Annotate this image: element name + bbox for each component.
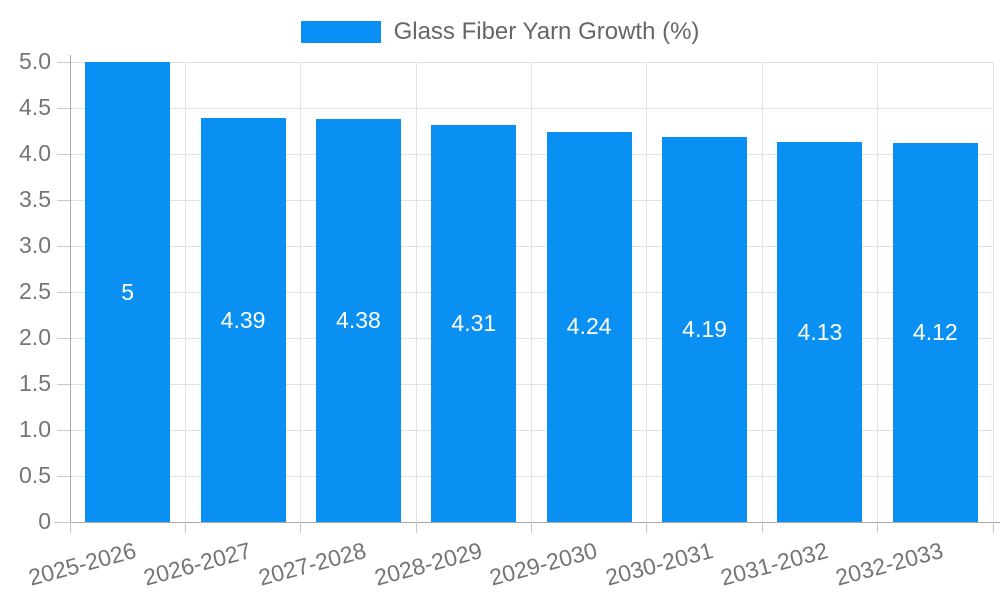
y-axis-tick bbox=[57, 429, 70, 431]
y-tick-label: 1.0 bbox=[19, 416, 51, 442]
y-axis-tick bbox=[57, 291, 70, 293]
bar[interactable]: 5 bbox=[85, 62, 171, 522]
y-tick-label: 0 bbox=[38, 508, 51, 534]
gridline-vertical bbox=[531, 62, 532, 522]
bar[interactable]: 4.19 bbox=[662, 136, 748, 522]
bar-value-label: 4.24 bbox=[566, 313, 612, 340]
bar[interactable]: 4.39 bbox=[200, 118, 286, 522]
bar-value-label: 4.31 bbox=[451, 310, 497, 337]
gridline-vertical bbox=[761, 62, 763, 522]
y-axis-tick bbox=[57, 107, 70, 109]
bar[interactable]: 4.12 bbox=[892, 142, 978, 522]
bar-value-label: 4.39 bbox=[220, 306, 266, 333]
gridline-vertical bbox=[415, 62, 417, 522]
gridline-vertical bbox=[300, 62, 302, 522]
x-axis-tick bbox=[69, 522, 71, 533]
y-axis-tick bbox=[57, 337, 70, 339]
legend: Glass Fiber Yarn Growth (%) bbox=[0, 18, 1000, 46]
x-axis-tick bbox=[531, 522, 532, 533]
bar[interactable]: 4.38 bbox=[315, 119, 401, 522]
legend-item[interactable]: Glass Fiber Yarn Growth (%) bbox=[300, 18, 700, 46]
x-axis-line bbox=[55, 521, 1000, 523]
bar[interactable]: 4.31 bbox=[431, 125, 517, 522]
y-axis-tick bbox=[57, 61, 70, 63]
legend-swatch bbox=[300, 21, 381, 43]
y-axis-tick bbox=[57, 383, 70, 385]
y-tick-label: 3.0 bbox=[19, 232, 51, 258]
y-tick-label: 3.5 bbox=[19, 186, 51, 212]
x-axis-tick bbox=[184, 522, 186, 533]
bar[interactable]: 4.13 bbox=[777, 142, 863, 522]
gridline-vertical bbox=[184, 62, 186, 522]
x-axis-tick bbox=[992, 522, 994, 533]
x-axis-tick bbox=[761, 522, 763, 533]
y-tick-label: 2.0 bbox=[19, 324, 51, 350]
x-axis-tick bbox=[877, 522, 879, 533]
y-axis-tick bbox=[57, 245, 70, 247]
x-axis-tick bbox=[646, 522, 648, 533]
x-axis-tick bbox=[415, 522, 417, 533]
y-axis-tick bbox=[57, 475, 70, 477]
y-tick-label: 4.0 bbox=[19, 140, 51, 166]
y-axis-tick bbox=[57, 153, 70, 155]
bar[interactable]: 4.24 bbox=[546, 131, 632, 522]
plot-area: 5 4.39 4.38 4.31 4.24 4.19 4.13 4.12 bbox=[70, 61, 994, 522]
legend-label: Glass Fiber Yarn Growth (%) bbox=[393, 18, 700, 45]
y-tick-label: 0.5 bbox=[19, 462, 51, 488]
bar-value-label: 4.13 bbox=[797, 318, 843, 345]
y-axis-line bbox=[69, 55, 71, 533]
bar-value-label: 4.19 bbox=[682, 315, 727, 342]
y-axis-tick bbox=[57, 199, 70, 201]
bar-value-label: 4.38 bbox=[336, 307, 381, 334]
gridline-vertical bbox=[992, 62, 994, 522]
bar-value-label: 5 bbox=[121, 278, 135, 305]
y-tick-label: 2.5 bbox=[19, 278, 51, 304]
y-tick-label: 5.0 bbox=[19, 48, 51, 74]
gridline-vertical bbox=[877, 62, 879, 522]
gridline-vertical bbox=[646, 62, 648, 522]
y-tick-label: 1.5 bbox=[19, 370, 51, 396]
y-axis-tick bbox=[57, 521, 70, 523]
y-tick-label: 4.5 bbox=[19, 94, 51, 120]
bar-value-label: 4.12 bbox=[912, 318, 958, 345]
x-axis-tick bbox=[300, 522, 302, 533]
